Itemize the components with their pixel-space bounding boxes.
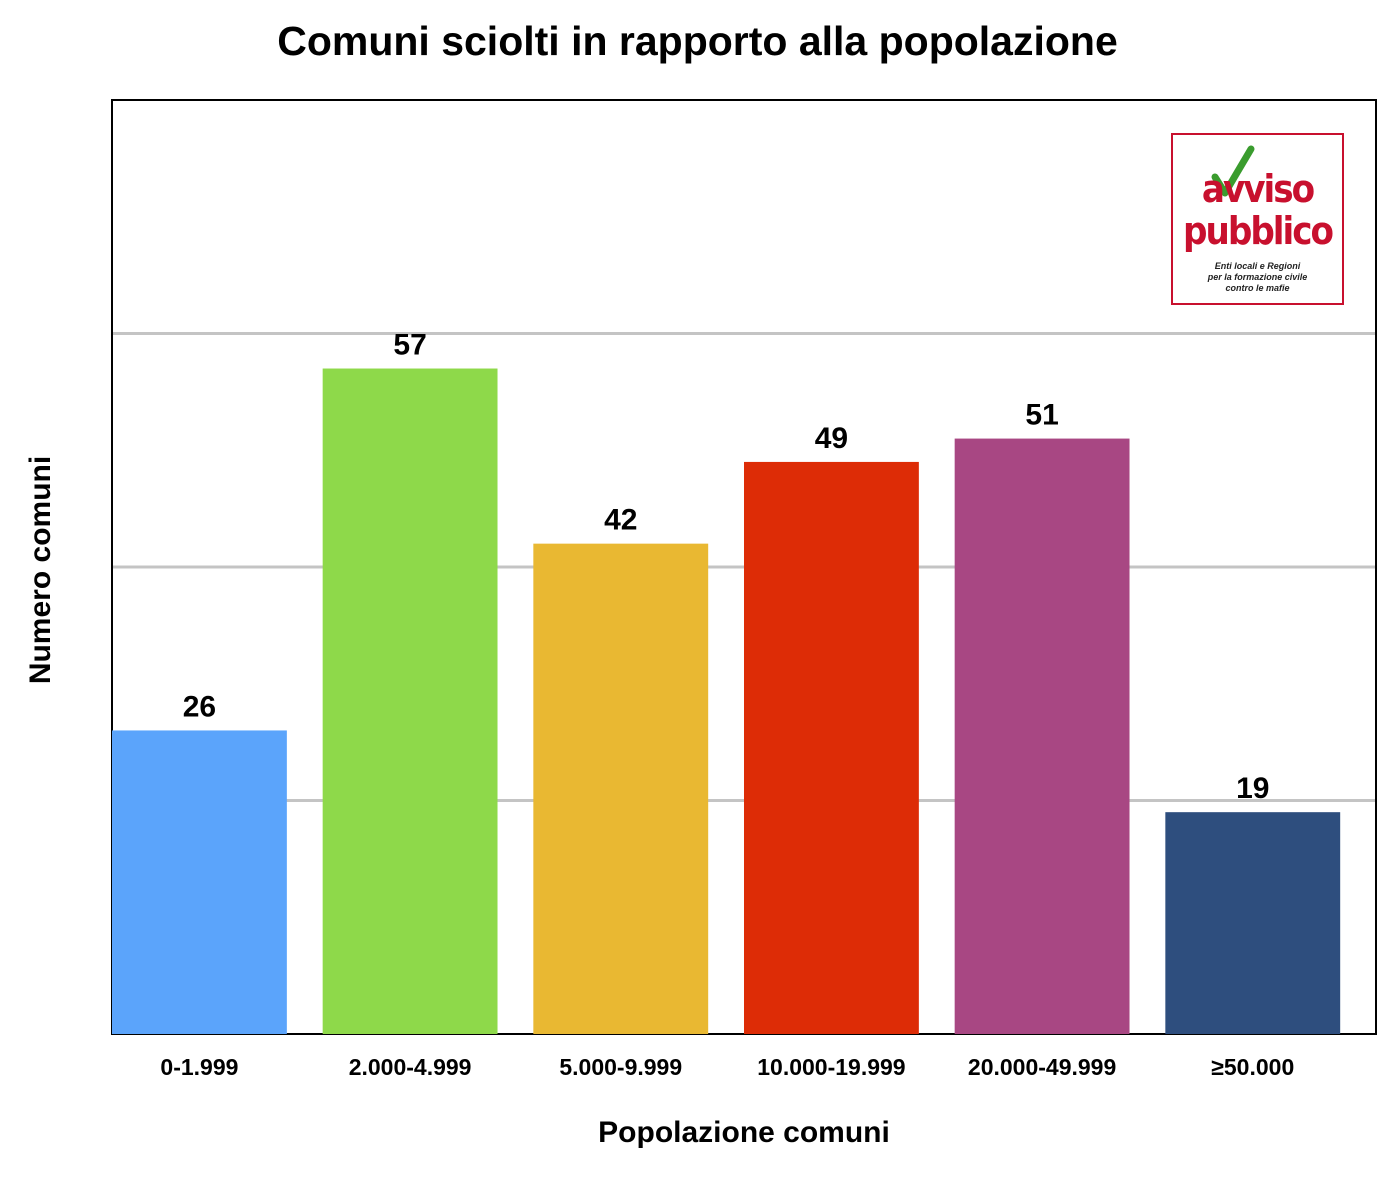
chart-title: Comuni sciolti in rapporto alla popolazi… bbox=[277, 18, 1118, 64]
bar bbox=[322, 368, 498, 1034]
x-tick-label: 10.000-19.999 bbox=[757, 1054, 905, 1080]
check-mark-icon bbox=[1211, 145, 1255, 197]
bar-value-label: 19 bbox=[1236, 772, 1269, 805]
logo-word-pubblico: pubblico bbox=[1183, 209, 1334, 253]
x-tick-label: ≥50.000 bbox=[1211, 1054, 1294, 1080]
bar bbox=[533, 543, 709, 1034]
bar bbox=[112, 730, 287, 1034]
x-tick-labels: 0-1.999 2.000-4.999 5.000-9.999 10.000-19.9… bbox=[160, 1054, 1294, 1080]
logo-word-avviso: avviso bbox=[1201, 167, 1315, 211]
logo-tagline: Enti locali e Regioni per la formazione … bbox=[1173, 261, 1342, 294]
bar bbox=[1165, 812, 1341, 1034]
bar-value-label: 51 bbox=[1025, 399, 1058, 432]
x-tick-label: 0-1.999 bbox=[160, 1054, 238, 1080]
logo-tagline-line: contro le mafie bbox=[1225, 283, 1290, 293]
bar-value-label: 57 bbox=[393, 329, 426, 362]
bar bbox=[954, 438, 1130, 1034]
x-tick-label: 2.000-4.999 bbox=[349, 1054, 472, 1080]
logo-tagline-line: per la formazione civile bbox=[1207, 272, 1308, 282]
bar-value-label: 26 bbox=[183, 690, 216, 723]
bar-value-label: 42 bbox=[604, 504, 637, 537]
x-axis-label: Popolazione comuni bbox=[598, 1116, 890, 1149]
x-tick-label: 20.000-49.999 bbox=[968, 1054, 1116, 1080]
x-tick-label: 5.000-9.999 bbox=[559, 1054, 682, 1080]
bar-value-label: 49 bbox=[815, 422, 848, 455]
bars bbox=[112, 368, 1341, 1034]
bar bbox=[744, 461, 919, 1034]
bar-value-labels: 26 57 42 49 51 19 bbox=[183, 329, 1270, 806]
logo-tagline-line: Enti locali e Regioni bbox=[1214, 261, 1301, 271]
avviso-pubblico-logo: avviso pubblico Enti locali e Regioni pe… bbox=[1171, 133, 1344, 305]
